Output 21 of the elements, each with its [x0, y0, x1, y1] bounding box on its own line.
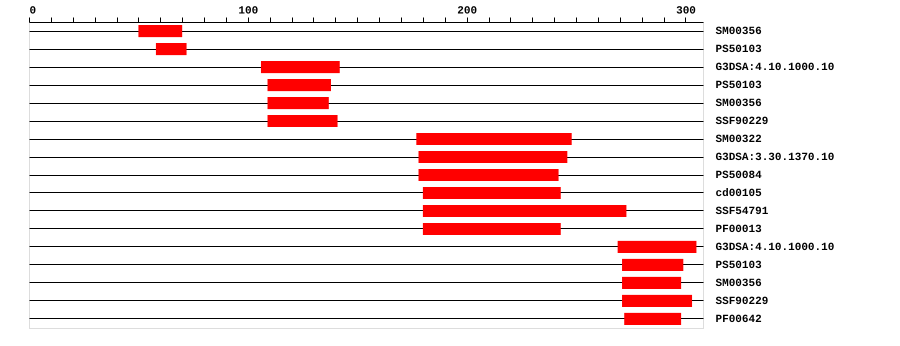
y-tick-label: SSF54791: [716, 206, 769, 218]
x-tick-label: 300: [676, 6, 696, 18]
y-tick-label: SM00356: [716, 26, 762, 38]
y-tick-label: G3DSA:4.10.1000.10: [716, 62, 834, 74]
y-tick-label: G3DSA:3.30.1370.10: [716, 152, 834, 164]
y-tick-label: PS50103: [716, 260, 762, 272]
y-tick-label: cd00105: [716, 188, 762, 200]
y-tick-label: PS50103: [716, 80, 762, 92]
y-tick-label: PS50103: [716, 44, 762, 56]
x-tick-label: 0: [30, 6, 36, 18]
y-tick-label: SM00356: [716, 98, 762, 110]
y-tick-label: G3DSA:4.10.1000.10: [716, 242, 834, 254]
y-tick-label: SM00356: [716, 278, 762, 290]
y-tick-label: PS50084: [716, 170, 762, 182]
y-tick-label: SSF90229: [716, 116, 768, 128]
y-tick-label: PF00642: [716, 314, 762, 326]
x-tick-label: 200: [457, 6, 478, 18]
y-tick-label: PF00013: [716, 224, 762, 236]
y-tick-label: SM00322: [716, 134, 762, 146]
y-tick-label: SSF90229: [716, 296, 768, 308]
x-tick-label: 100: [238, 6, 258, 18]
